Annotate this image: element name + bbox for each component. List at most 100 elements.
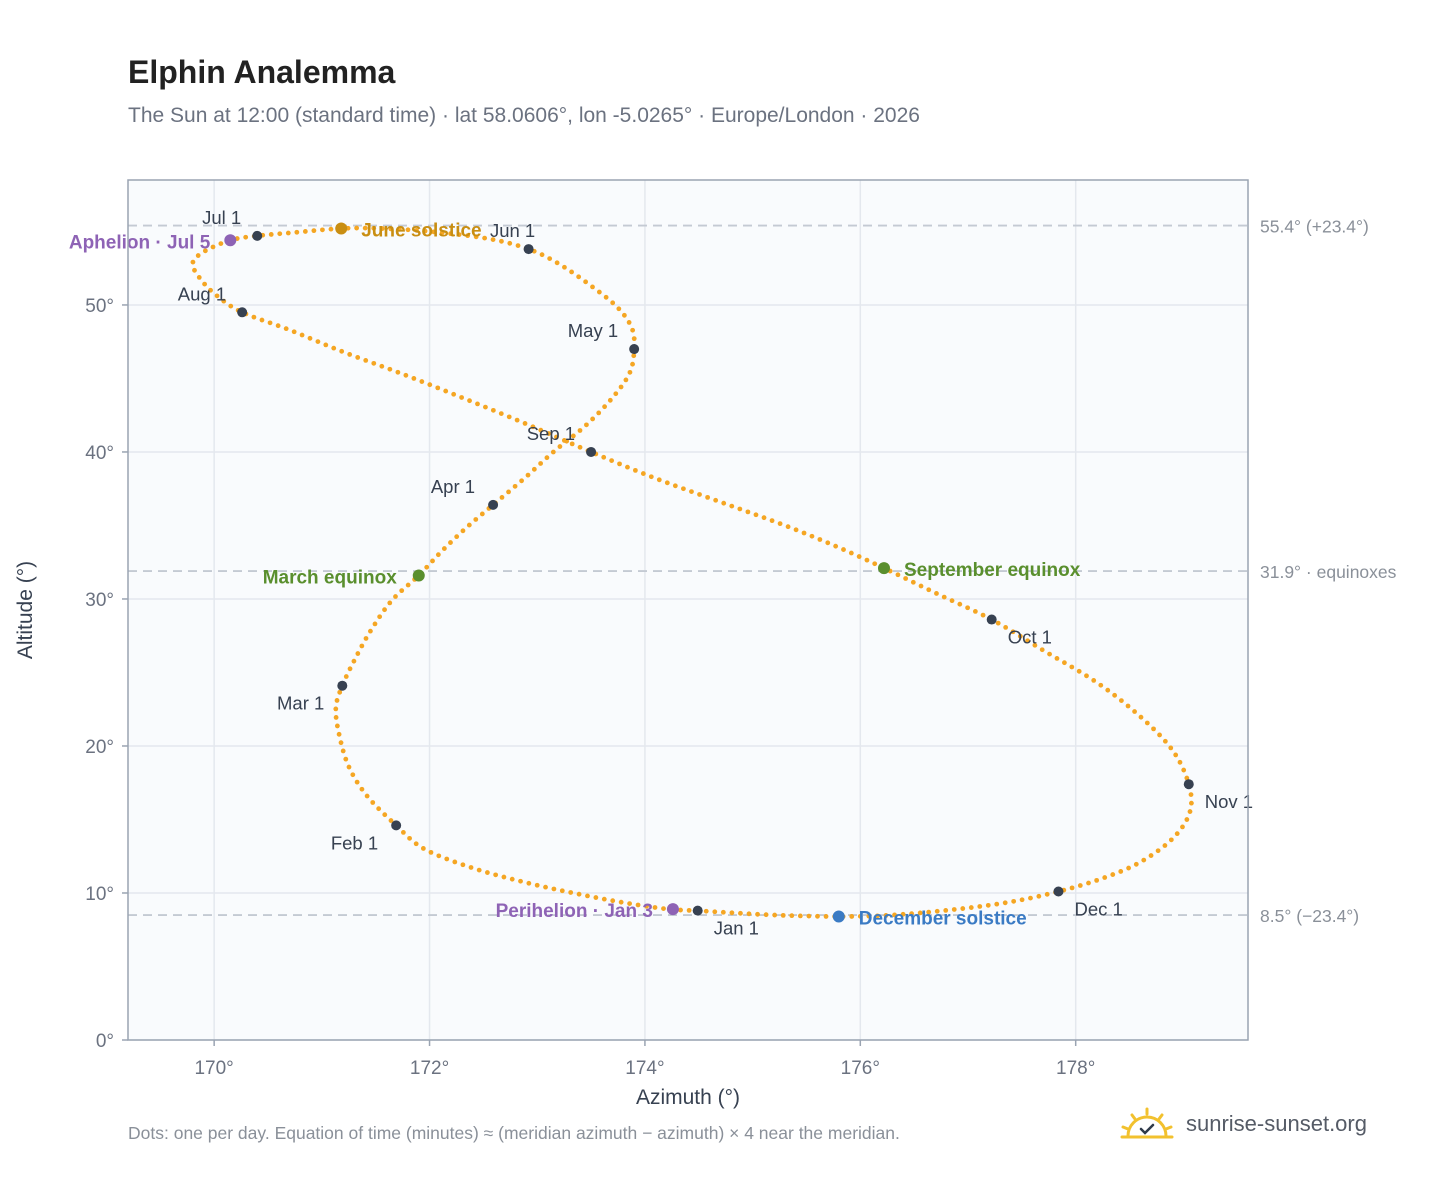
daily-dot (484, 870, 490, 875)
y-axis-label: Altitude (°) (14, 561, 37, 659)
daily-dot (482, 235, 488, 241)
event-markers: March equinox June solstice September equi… (69, 221, 1081, 930)
daily-dot (554, 434, 559, 440)
daily-dot (1181, 767, 1187, 773)
daily-dot (1133, 861, 1139, 867)
daily-dot (483, 404, 488, 410)
daily-dot (601, 454, 607, 460)
daily-dot (439, 230, 445, 236)
month-marker-sep-1 (586, 446, 597, 457)
daily-dot (210, 244, 216, 250)
daily-dot (570, 433, 576, 439)
daily-dot (420, 846, 426, 851)
daily-dot (593, 895, 599, 900)
reference-lines: 55.4° (+23.4°) 31.9° · equinoxes 8.5° (−23… (128, 217, 1397, 926)
daily-dot (403, 372, 409, 378)
daily-dot (1162, 738, 1168, 744)
daily-dot (681, 486, 686, 492)
daily-dot (705, 494, 710, 500)
daily-dot (1028, 895, 1033, 901)
daily-dot (190, 259, 196, 265)
month-marker-jan-1 (692, 905, 703, 916)
daily-dot (1188, 792, 1194, 798)
month-label-sep-1: Sep 1 (527, 423, 575, 444)
daily-dot (1025, 638, 1030, 644)
daily-dot (585, 893, 590, 899)
event-marker-september-equinox (878, 562, 890, 575)
daily-dot (601, 896, 607, 902)
daily-dot (368, 628, 373, 634)
daily-dot (302, 229, 308, 234)
daily-dot (196, 274, 202, 280)
daily-dot (424, 564, 430, 570)
daily-dot (602, 404, 607, 410)
daily-dot (475, 401, 480, 407)
daily-dot (268, 232, 274, 237)
daily-dot (652, 905, 658, 910)
month-label-jul-1: Jul 1 (202, 207, 241, 228)
daily-dot (202, 248, 208, 254)
daily-dot (283, 326, 289, 332)
daily-dot (436, 853, 442, 859)
daily-dot (538, 461, 544, 466)
daily-dot (350, 772, 356, 778)
daily-dot (323, 342, 329, 348)
daily-dot (656, 477, 662, 483)
daily-dot (448, 231, 454, 237)
daily-dot (1168, 745, 1174, 751)
month-label-jan-1: Jan 1 (714, 918, 759, 939)
daily-dot (413, 841, 419, 847)
daily-dot (459, 395, 464, 400)
daily-dot (1084, 673, 1089, 679)
brand[interactable]: sunrise-sunset.org (1120, 1102, 1367, 1146)
x-tick-label: 170° (194, 1058, 233, 1079)
daily-dot (435, 552, 441, 558)
daily-dot (359, 786, 365, 792)
daily-dot (672, 483, 678, 489)
daily-dot (359, 643, 365, 649)
y-tick-label: 20° (85, 737, 114, 758)
daily-dot (1189, 800, 1194, 806)
daily-dot (355, 355, 361, 360)
daily-dot (1110, 872, 1116, 877)
daily-dot (616, 306, 622, 312)
chart-subtitle: The Sun at 12:00 (standard time) · lat 5… (128, 104, 920, 127)
daily-dot (307, 335, 313, 341)
daily-dot (526, 880, 532, 886)
daily-dot (493, 872, 499, 878)
daily-dot (618, 899, 624, 905)
daily-dot (275, 323, 281, 329)
daily-dot (525, 472, 531, 478)
daily-dot (336, 731, 342, 737)
daily-dot (697, 492, 702, 497)
daily-dot (334, 723, 340, 729)
daily-dot (823, 914, 829, 919)
daily-dot (334, 698, 340, 703)
daily-dot (479, 511, 485, 517)
daily-dot (395, 369, 401, 375)
daily-dot (559, 888, 565, 894)
daily-dot (519, 478, 524, 484)
daily-dot (414, 227, 419, 233)
daily-dot (370, 800, 376, 805)
plot-area (128, 180, 1248, 1040)
y-tick-label: 10° (85, 884, 114, 905)
daily-dot (617, 461, 622, 467)
daily-dot (466, 522, 472, 528)
daily-dot (1039, 647, 1045, 653)
y-tick-label: 40° (85, 443, 114, 464)
daily-dot (267, 320, 273, 326)
daily-dot (640, 471, 646, 476)
daily-dot (448, 540, 453, 545)
daily-dot (468, 865, 474, 870)
month-marker-may-1 (629, 344, 640, 355)
daily-dot (777, 521, 783, 527)
daily-dot (584, 422, 589, 428)
x-tick-label: 172° (410, 1058, 449, 1079)
daily-dot (400, 830, 406, 835)
daily-dot (1148, 853, 1154, 858)
daily-dot (551, 886, 557, 892)
daily-dot (1047, 651, 1052, 657)
daily-dot (995, 620, 1001, 626)
daily-dot (331, 345, 337, 351)
